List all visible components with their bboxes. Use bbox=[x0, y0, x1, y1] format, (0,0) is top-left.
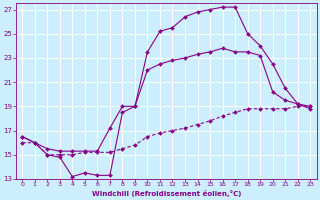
X-axis label: Windchill (Refroidissement éolien,°C): Windchill (Refroidissement éolien,°C) bbox=[92, 190, 241, 197]
